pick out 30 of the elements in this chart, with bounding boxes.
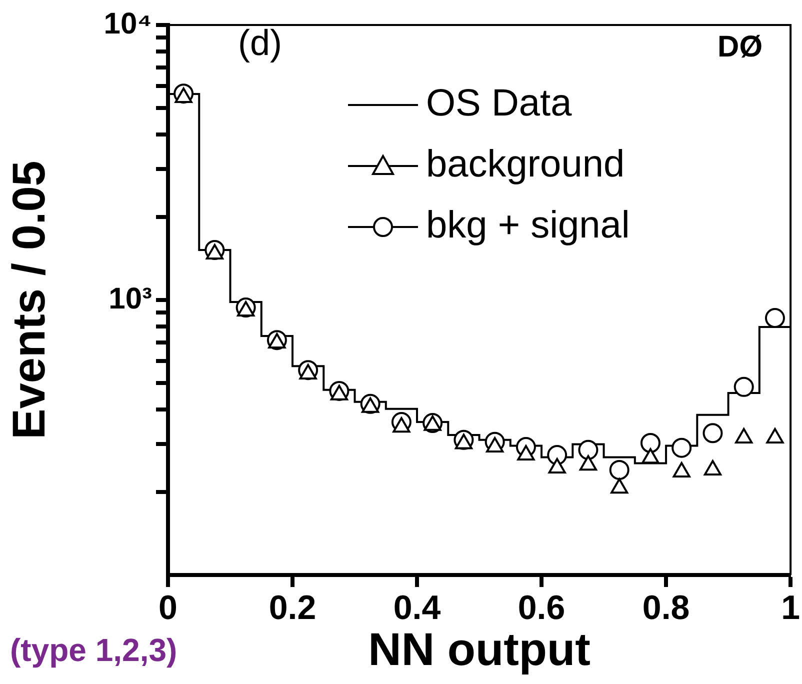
point [672,462,690,478]
y-tick-label: 10⁴ [104,7,152,40]
x-tick-label: 0 [158,588,178,627]
x-tick-label: 0.8 [642,588,690,627]
y-tick-label: 10³ [108,282,152,316]
point [392,417,410,433]
x-tick-label: 0.2 [268,588,316,627]
point [704,460,722,476]
point [735,428,753,444]
legend-label: bkg + signal [426,204,630,246]
annotation: (d) [238,22,282,63]
point [548,458,566,474]
point [734,376,754,397]
point [579,455,598,471]
legend-label: OS Data [426,82,573,124]
point [766,428,784,444]
point [454,434,473,450]
x-tick-label: 1 [781,588,800,627]
point [237,301,255,316]
text: (type 1,2,3) [10,632,178,669]
point [642,448,660,464]
annotation: DØ [718,30,763,64]
y-axis-title: Events / 0.05 [2,160,54,440]
point [486,437,504,453]
point [330,384,348,400]
point [517,445,535,461]
point [362,397,380,413]
legend-label: background [426,143,625,186]
point [299,364,317,380]
point [610,478,628,494]
